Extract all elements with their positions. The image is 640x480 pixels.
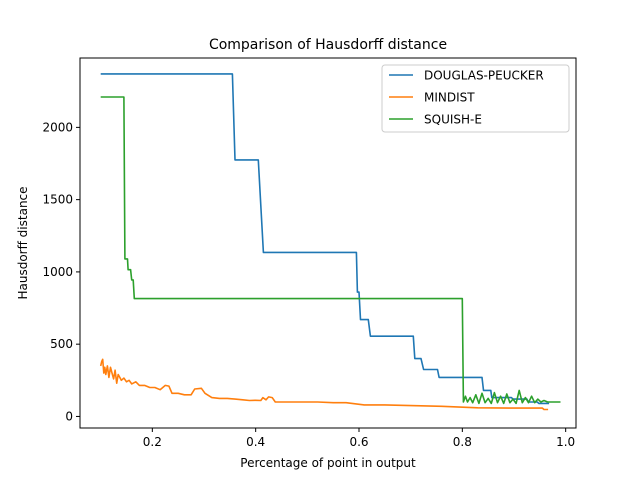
legend-label-douglas-peucker: DOUGLAS-PEUCKER	[424, 69, 544, 83]
series-line-squish-e	[100, 96, 561, 405]
x-tick-label: 0.2	[143, 435, 162, 449]
y-axis-label: Hausdorff distance	[16, 186, 30, 299]
y-tick-label: 1000	[42, 265, 73, 279]
legend-label-mindist: MINDIST	[424, 91, 475, 105]
y-tick-label: 500	[50, 337, 73, 351]
series-line-mindist	[99, 358, 549, 411]
x-tick-label: 1.0	[556, 435, 575, 449]
chart-title: Comparison of Hausdorff distance	[209, 37, 447, 53]
y-tick-label: 2000	[42, 120, 73, 134]
x-tick-label: 0.6	[349, 435, 368, 449]
legend-label-squish-e: SQUISH-E	[424, 113, 482, 127]
x-tick-label: 0.4	[246, 435, 265, 449]
axes-layer: 0.2 0.4 0.6 0.8 1.0 0 500 1000 1500 2000	[42, 120, 575, 449]
legend: DOUGLAS-PEUCKER MINDIST SQUISH-E	[381, 64, 570, 133]
plot-frame	[79, 57, 577, 429]
series-line-douglas-peucker	[100, 73, 550, 405]
legend-box	[381, 64, 570, 133]
series-layer	[99, 73, 561, 411]
y-tick-label: 0	[65, 409, 73, 423]
x-axis-label: Percentage of point in output	[240, 456, 416, 470]
y-tick-label: 1500	[42, 193, 73, 207]
x-tick-label: 0.8	[453, 435, 472, 449]
